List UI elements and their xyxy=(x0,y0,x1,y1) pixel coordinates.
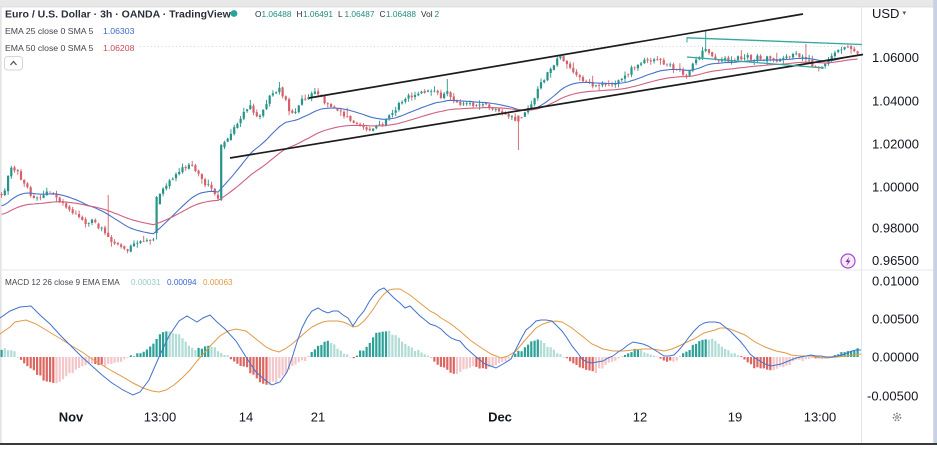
svg-text:1.00000: 1.00000 xyxy=(872,180,919,195)
svg-text:1.06487: 1.06487 xyxy=(345,9,375,19)
svg-text:1.06208: 1.06208 xyxy=(103,43,135,53)
svg-text:Dec: Dec xyxy=(488,410,512,425)
svg-text:0.00500: 0.00500 xyxy=(872,312,919,327)
svg-text:MACD 12 26 close 9 EMA EMA: MACD 12 26 close 9 EMA EMA xyxy=(5,278,120,287)
svg-text:L: L xyxy=(338,9,343,19)
svg-text:1.02000: 1.02000 xyxy=(872,137,919,152)
svg-text:0.00063: 0.00063 xyxy=(203,278,233,287)
svg-text:C: C xyxy=(380,9,386,19)
svg-text:O: O xyxy=(255,9,262,19)
svg-text:1.06000: 1.06000 xyxy=(872,50,919,65)
svg-text:0.00031: 0.00031 xyxy=(131,278,161,287)
svg-text:0.00094: 0.00094 xyxy=(167,278,197,287)
svg-text:0.00000: 0.00000 xyxy=(872,350,919,365)
svg-text:12: 12 xyxy=(633,410,647,425)
svg-text:Euro / U.S. Dollar · 3h · OAND: Euro / U.S. Dollar · 3h · OANDA · Tradin… xyxy=(5,9,232,21)
svg-text:14: 14 xyxy=(239,410,253,425)
svg-text:19: 19 xyxy=(728,410,742,425)
svg-text:EMA 25 close 0 SMA 5: EMA 25 close 0 SMA 5 xyxy=(5,26,94,36)
svg-text:-0.00500: -0.00500 xyxy=(867,389,918,404)
svg-text:0.01000: 0.01000 xyxy=(872,274,919,289)
svg-text:1.04000: 1.04000 xyxy=(872,94,919,109)
svg-text:USD: USD xyxy=(872,6,899,21)
svg-text:Nov: Nov xyxy=(59,410,84,425)
svg-text:21: 21 xyxy=(311,410,325,425)
svg-text:Vol: Vol xyxy=(421,9,433,19)
svg-text:2: 2 xyxy=(435,9,440,19)
svg-text:H: H xyxy=(297,9,303,19)
svg-text:EMA 50 close 0 SMA 5: EMA 50 close 0 SMA 5 xyxy=(5,43,94,53)
svg-text:0.98000: 0.98000 xyxy=(872,221,919,236)
svg-text:1.06303: 1.06303 xyxy=(103,26,135,36)
svg-text:1.06488: 1.06488 xyxy=(386,9,416,19)
svg-text:1.06491: 1.06491 xyxy=(303,9,333,19)
svg-text:1.06488: 1.06488 xyxy=(262,9,292,19)
svg-text:13:00: 13:00 xyxy=(804,410,837,425)
svg-text:0.96500: 0.96500 xyxy=(872,253,919,268)
svg-text:13:00: 13:00 xyxy=(144,410,177,425)
